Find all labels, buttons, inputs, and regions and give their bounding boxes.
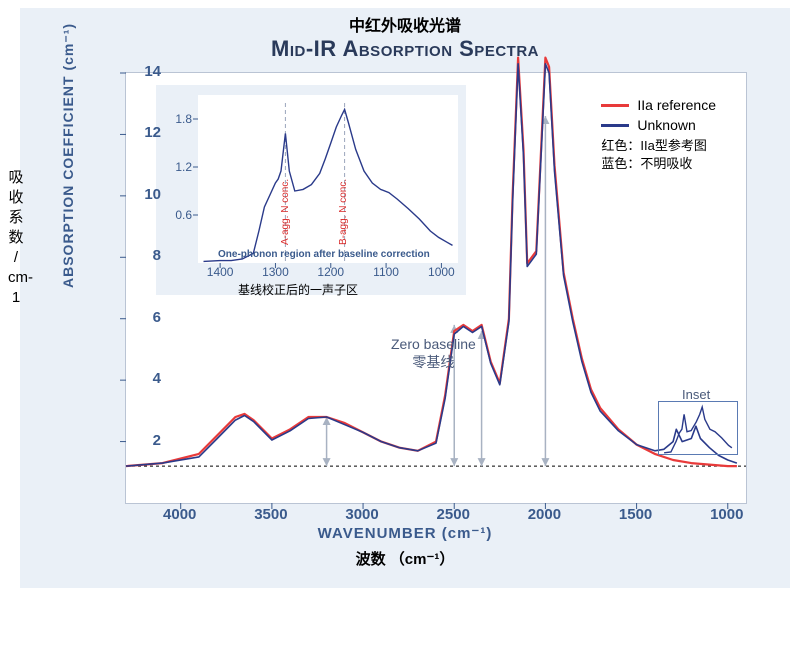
y-axis-label-cn: 吸收系数/cm-1 [8,168,24,308]
plot-area: IIa reference Unknown 红色：IIa型参考图 蓝色：不明吸收… [125,72,747,504]
legend-item: Unknown [601,117,716,133]
inset-caption-en: One-phonon region after baseline correct… [218,249,430,260]
legend-swatch [601,104,629,107]
inset-caption-cn: 基线校正后的一声子区 [238,281,358,298]
title-en: Mid-IR Absorption Spectra [20,36,790,62]
inset-label: Inset [682,387,710,402]
zero-baseline-label: Zero baseline 零基线 [391,336,476,372]
x-axis-label-cn: 波数 （cm⁻¹） [20,548,790,569]
y-axis-label-en: ABSORPTION COEFFICIENT (cm⁻¹) [60,23,77,288]
inset-panel: A集合氮1282 1175 B集合氮 A-agg. N conc. B-agg.… [156,85,466,295]
chart-container: 中红外吸收光谱 Mid-IR Absorption Spectra IIa re… [20,8,790,588]
small-inset-box [658,401,738,455]
legend-label: IIa reference [637,97,716,113]
legend: IIa reference Unknown 红色：IIa型参考图 蓝色：不明吸收 [601,97,716,173]
inset-svg [198,95,458,263]
inset-red-label-a: A-agg. N conc. [280,179,291,245]
x-axis-label-en: WAVENUMBER (cm⁻¹) [20,524,790,542]
inset-red-label-b: B-agg. N conc. [338,179,349,245]
legend-item: IIa reference [601,97,716,113]
small-inset-svg [659,402,737,454]
title-cn: 中红外吸收光谱 [20,12,790,36]
legend-swatch [601,124,629,127]
inset-plot [198,95,458,263]
legend-label: Unknown [637,117,695,133]
legend-cn: 红色：IIa型参考图 蓝色：不明吸收 [601,137,716,173]
